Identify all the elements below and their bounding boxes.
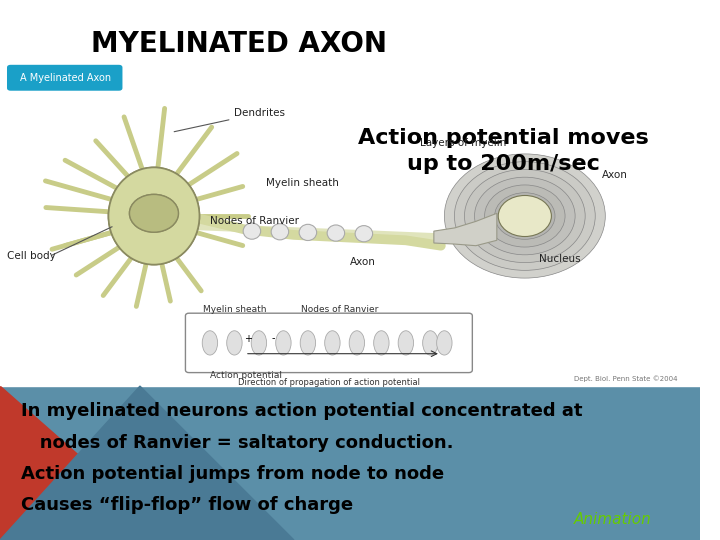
Polygon shape [0,386,175,540]
Ellipse shape [325,330,340,355]
Text: -: - [271,334,274,343]
Bar [0,0,700,386]
Circle shape [130,194,179,232]
Circle shape [485,185,565,247]
Ellipse shape [251,330,266,355]
Text: A Myelinated Axon: A Myelinated Axon [19,73,111,83]
Text: Cell body: Cell body [7,251,55,261]
Circle shape [498,195,552,237]
Ellipse shape [299,224,317,240]
Circle shape [464,170,585,262]
Ellipse shape [109,167,199,265]
Text: Myelin sheath: Myelin sheath [203,305,266,314]
Text: Causes “flip-flop” flow of charge: Causes “flip-flop” flow of charge [21,496,353,514]
Ellipse shape [374,330,389,355]
Polygon shape [0,386,294,540]
Text: Dept. Biol. Penn State ©2004: Dept. Biol. Penn State ©2004 [574,375,678,382]
Text: Action potential jumps from node to node: Action potential jumps from node to node [21,465,444,483]
Text: Myelin sheath: Myelin sheath [266,178,339,188]
Text: Axon: Axon [350,256,376,267]
Circle shape [130,194,179,232]
Text: Direction of propagation of action potential: Direction of propagation of action poten… [238,378,420,387]
Bar [0,386,700,540]
Circle shape [474,177,575,255]
Ellipse shape [436,330,452,355]
FancyBboxPatch shape [186,313,472,373]
Text: MYELINATED AXON: MYELINATED AXON [91,30,387,58]
Ellipse shape [355,226,373,242]
Text: Animation: Animation [574,511,652,526]
Ellipse shape [327,225,345,241]
Text: In myelinated neurons action potential concentrated at: In myelinated neurons action potential c… [21,402,582,420]
Ellipse shape [300,330,315,355]
Ellipse shape [243,223,261,239]
Text: Action potential moves
up to 200m/sec: Action potential moves up to 200m/sec [359,128,649,174]
Ellipse shape [109,167,199,265]
Ellipse shape [276,330,291,355]
Text: Nucleus: Nucleus [539,254,580,264]
FancyBboxPatch shape [7,65,122,91]
Text: +: + [244,334,253,343]
Text: Nodes of Ranvier: Nodes of Ranvier [301,305,378,314]
Text: Dendrites: Dendrites [174,108,285,132]
Text: Axon: Axon [602,170,628,180]
Text: Action potential: Action potential [210,371,282,380]
Ellipse shape [227,330,242,355]
Ellipse shape [398,330,413,355]
Text: Layers of myelin: Layers of myelin [420,138,506,148]
Circle shape [515,208,535,224]
Ellipse shape [423,330,438,355]
Polygon shape [434,213,497,246]
Circle shape [495,193,555,239]
Circle shape [505,200,545,232]
Circle shape [444,154,606,278]
Ellipse shape [271,224,289,240]
Ellipse shape [202,330,217,355]
Text: nodes of Ranvier = saltatory conduction.: nodes of Ranvier = saltatory conduction. [21,434,454,451]
Text: Nodes of Ranvier: Nodes of Ranvier [210,216,299,226]
Ellipse shape [349,330,364,355]
Circle shape [454,161,595,271]
